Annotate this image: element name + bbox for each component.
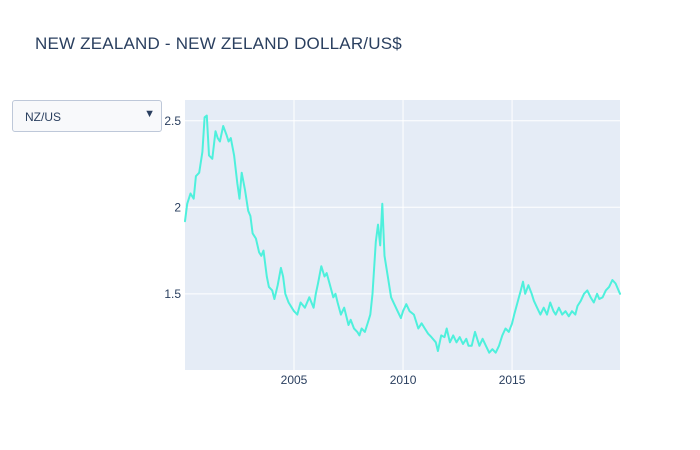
currency-dropdown[interactable]: NZ/US ▼ <box>12 100 162 132</box>
plot-area <box>185 100 620 370</box>
triangle-down-icon: ▼ <box>144 108 155 120</box>
y-gridlines <box>185 120 620 295</box>
series-group <box>184 114 621 354</box>
y-tick-label-2.5: 2.5 <box>164 114 181 128</box>
series-line-0 <box>184 114 621 354</box>
y-tick-label-2: 2 <box>174 200 181 214</box>
y-tick-label-1.5: 1.5 <box>164 287 181 301</box>
x-tick-label-2010: 2010 <box>390 373 417 387</box>
chart-title: NEW ZEALAND - NEW ZELAND DOLLAR/US$ <box>35 34 402 53</box>
x-tick-label-2005: 2005 <box>281 373 308 387</box>
x-tick-label-2015: 2015 <box>499 373 526 387</box>
x-tick-labels: 2005 2010 2015 <box>281 373 526 387</box>
y-tick-labels: 1.5 2 2.5 <box>164 114 181 301</box>
dropdown-selected-value: NZ/US <box>25 110 61 124</box>
